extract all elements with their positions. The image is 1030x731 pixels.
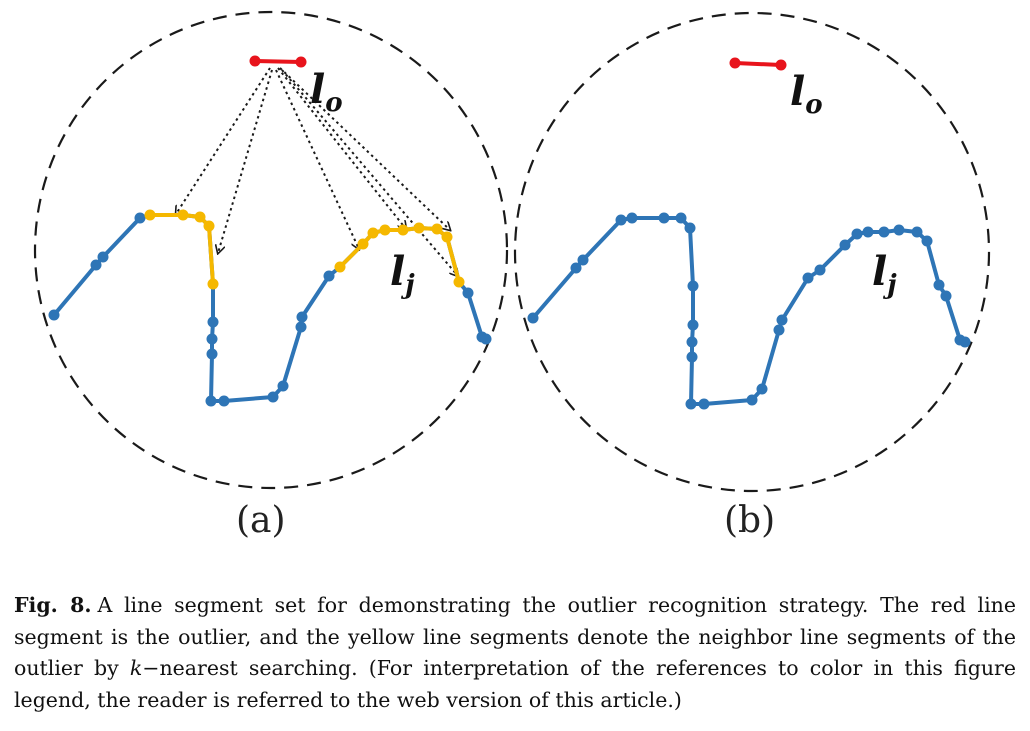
segment-chain-a [52,213,488,403]
arrow-3 [275,69,359,249]
arrow-6 [281,69,458,276]
arrow-1 [176,67,271,214]
line-segment-set-a [48,209,492,407]
segment-chain-b [531,216,967,406]
neighbor-endpoints-a [144,209,465,290]
caption-text-2: −nearest searching. (For interpretation … [14,656,1016,712]
panel-a: lo lj [33,10,509,490]
outlier-label-b: lo [790,68,823,120]
panel-b: lo lj [513,11,991,493]
figure-8: lo lj lo [33,10,991,493]
outlier-label-a: lo [310,66,343,118]
figure-caption: Fig. 8. A line segment set for demonstrat… [14,590,1016,716]
outlier-segment-b [729,57,787,71]
search-circle-b [513,11,991,493]
segment-endpoints-a [48,212,492,407]
segment-label-a: lj [390,248,415,300]
search-arrows [176,67,458,276]
caption-k-symbol: k [129,656,143,680]
segment-label-b: lj [872,248,897,300]
panel-label-a: (a) [236,500,286,541]
arrow-4 [277,67,406,229]
outlier-segment-a [249,55,307,68]
arrow-2 [218,69,273,253]
arrow-5 [279,67,450,230]
line-segment-set-b [527,212,971,410]
caption-text-1: A line segment set for demonstrating the… [14,593,1016,680]
panel-label-b: (b) [724,500,776,541]
figure-number: Fig. 8. [14,593,92,617]
search-circle-a [33,10,509,490]
segment-endpoints-b [527,212,971,410]
